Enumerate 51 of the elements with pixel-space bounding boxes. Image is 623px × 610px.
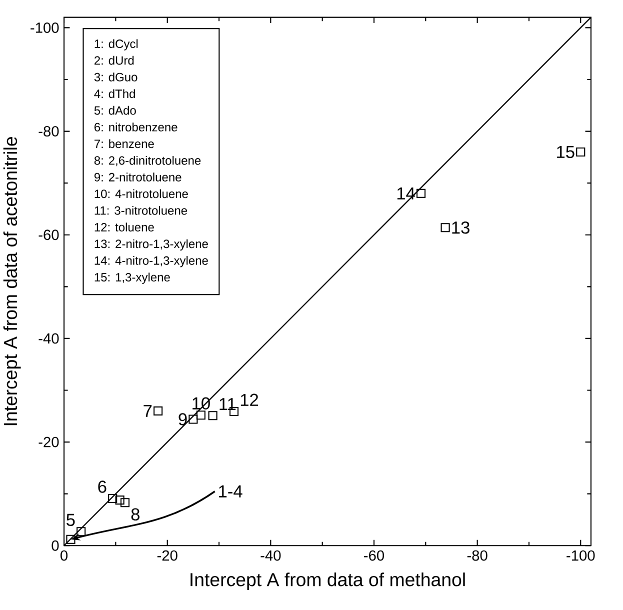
annotation: 9: [178, 413, 187, 426]
annotation: 2: dUrd: [94, 56, 134, 65]
x-tick-label: -100: [566, 550, 595, 561]
x-tick-label: -80: [467, 550, 488, 561]
y-tick-label: -60: [38, 230, 59, 240]
y-tick-label: -100: [30, 22, 59, 34]
annotation: 6: [98, 480, 106, 494]
point: [120, 498, 130, 508]
y-axis-title: Intercept A from data of acetonitrile: [3, 137, 21, 426]
annotation: 10: 4-nitrotoluene: [94, 189, 188, 198]
annotation: 14: [397, 188, 415, 200]
annotation: 14: 4-nitro-1,3-xylene: [94, 256, 208, 268]
annotation: 4: dThd: [94, 89, 135, 98]
point: [188, 414, 198, 424]
x-tick-label: 0: [60, 550, 68, 561]
y-tick-label: -40: [38, 333, 59, 344]
point: [208, 411, 218, 420]
annotation: 8: 2,6-dinitrotoluene: [94, 156, 201, 166]
annotation: 5: [66, 514, 75, 526]
annotation: 9: 2-nitrotoluene: [94, 172, 182, 182]
annotation: 12: toluene: [94, 222, 154, 232]
x-tick-label: -40: [260, 550, 281, 561]
annotation: 5: dAdo: [94, 106, 136, 115]
point: [440, 223, 450, 232]
y-tick-label: -80: [38, 126, 59, 137]
x-tick-label: -20: [157, 550, 178, 561]
annotation: 15: 1,3-xylene: [94, 272, 170, 284]
point: [115, 496, 124, 505]
y-tick-label: -20: [38, 437, 59, 448]
annotation: 13: 2-nitro-1,3-xylene: [94, 239, 208, 251]
annotation: 12: [240, 394, 258, 406]
annotation: 7: [144, 405, 152, 418]
annotation: 13: [452, 222, 470, 234]
point: [416, 189, 426, 198]
annotation: 1-4: [219, 486, 242, 498]
point: [108, 494, 118, 504]
point: [154, 406, 163, 416]
y-tick-label: 0: [52, 540, 59, 551]
annotation: 1: dCycl: [94, 39, 138, 51]
point: [196, 410, 206, 420]
annotation: 11: [220, 398, 236, 410]
annotation: 7: benzene: [94, 139, 154, 148]
annotation: 8: [131, 508, 140, 521]
point: [66, 535, 76, 544]
point: [576, 148, 586, 157]
x-axis-title: Intercept A from data of methanol: [190, 572, 465, 590]
annotation: 15: [557, 146, 574, 158]
x-tick-label: -60: [364, 550, 384, 561]
annotation: 11: 3-nitrotoluene: [94, 206, 188, 215]
annotation: 3: dGuo: [94, 72, 138, 82]
annotation: 6: nitrobenzene: [94, 122, 178, 132]
